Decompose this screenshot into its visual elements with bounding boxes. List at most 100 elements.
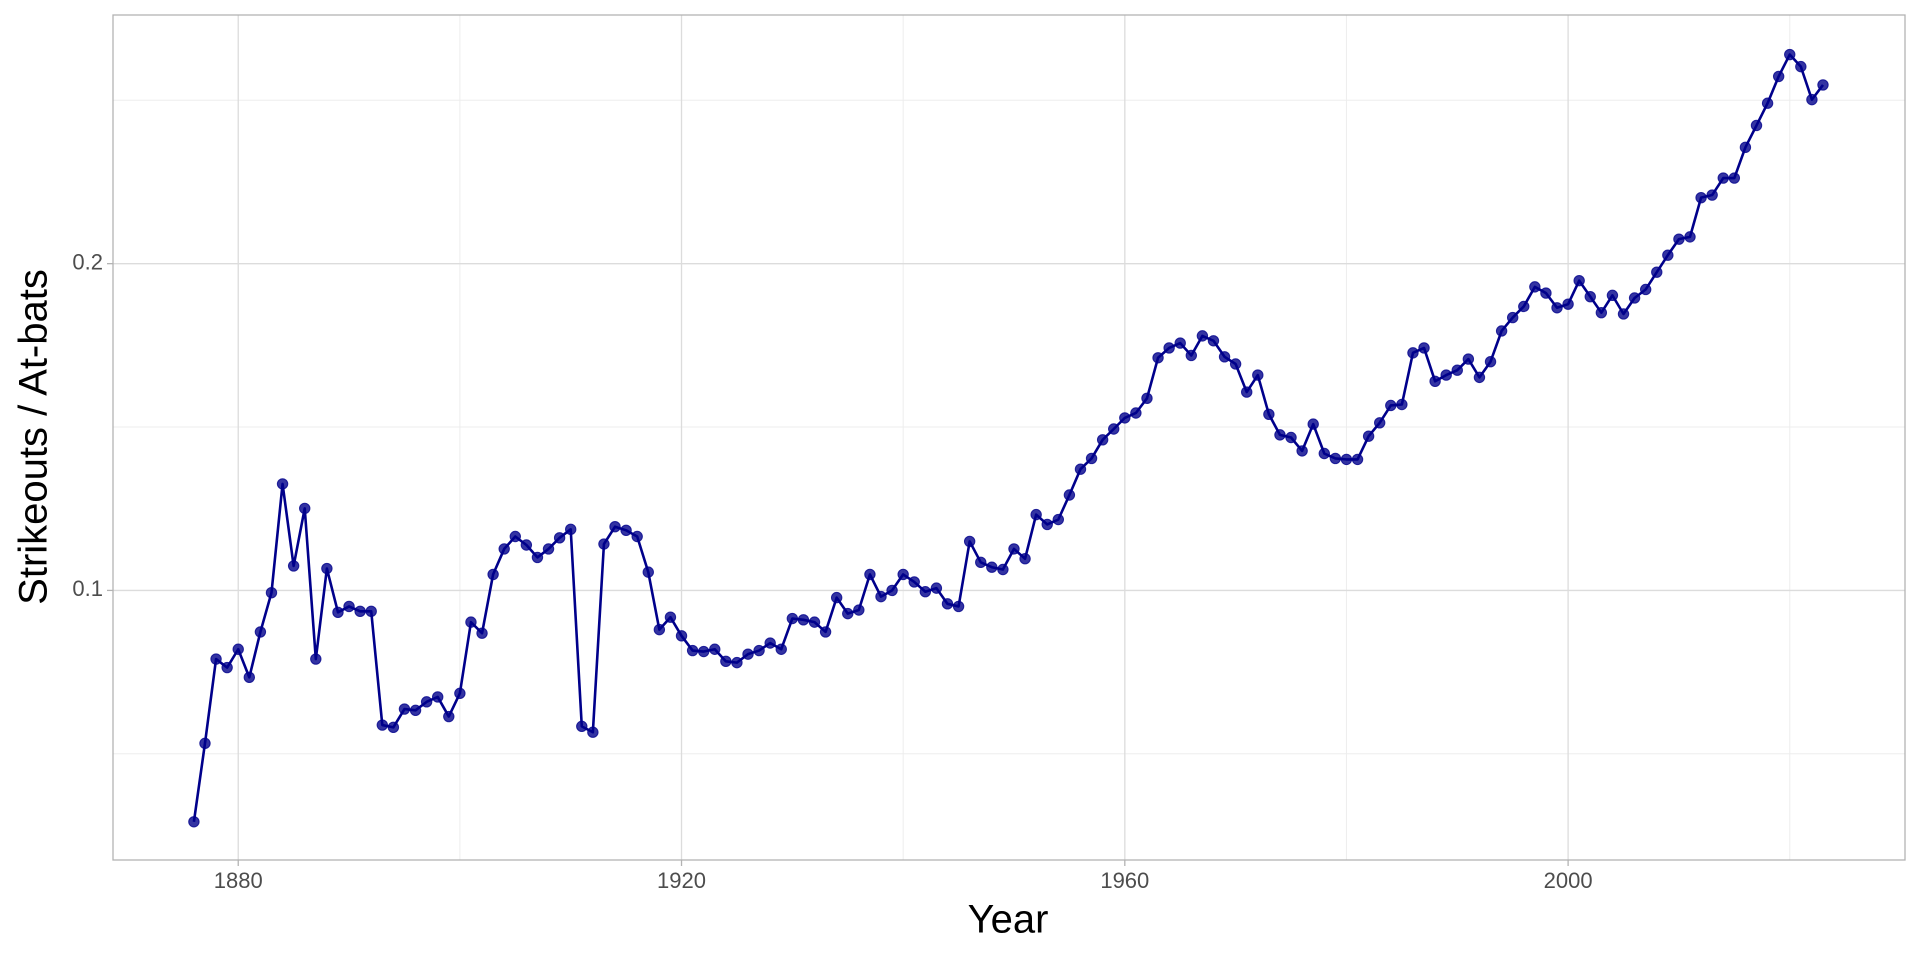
data-point (321, 562, 333, 575)
data-point (986, 561, 998, 573)
data-point (1374, 417, 1386, 429)
data-point (1795, 60, 1807, 73)
data-point (210, 653, 222, 665)
data-point (1462, 353, 1475, 365)
data-point (576, 720, 588, 733)
data-point (1318, 447, 1330, 460)
data-point (1451, 364, 1463, 376)
data-point (332, 606, 344, 619)
y-axis-title: Strikeouts / At-bats (12, 269, 56, 605)
data-point (1506, 311, 1519, 324)
x-tick-label: 1920 (657, 868, 706, 893)
data-point (1008, 543, 1020, 555)
data-point (1429, 375, 1441, 387)
y-tick-label: 0.2 (72, 249, 103, 274)
data-point (709, 643, 721, 655)
data-point (1728, 172, 1741, 184)
data-point (553, 532, 566, 544)
data-point (753, 644, 765, 657)
data-point (1440, 369, 1452, 381)
data-point (1085, 452, 1098, 465)
data-point (1096, 434, 1109, 446)
data-point (454, 687, 466, 700)
data-point (598, 538, 610, 550)
data-point (354, 605, 366, 618)
data-point (975, 556, 987, 569)
data-point (1772, 70, 1785, 83)
data-point (642, 566, 654, 578)
data-point (232, 643, 244, 655)
data-point (1484, 355, 1497, 368)
data-point (1241, 386, 1253, 398)
data-point (675, 630, 688, 642)
data-point (886, 584, 898, 597)
data-point (509, 530, 521, 543)
data-point (1651, 266, 1663, 278)
data-point (941, 598, 954, 610)
data-point (686, 644, 699, 657)
data-point (1573, 274, 1585, 287)
data-point (875, 590, 887, 603)
data-point (1340, 453, 1353, 466)
data-point (1562, 298, 1574, 310)
data-point (808, 616, 821, 628)
data-point (1274, 429, 1286, 441)
data-point (919, 586, 932, 598)
x-tick-label: 1960 (1100, 868, 1149, 893)
data-point (221, 661, 233, 674)
data-point (487, 568, 499, 581)
data-point (609, 521, 621, 533)
data-point (1473, 371, 1486, 384)
data-point (265, 587, 278, 599)
data-point (1628, 292, 1641, 304)
data-point (731, 656, 743, 669)
data-point (1595, 306, 1608, 319)
data-point (1673, 233, 1685, 245)
data-point (1396, 398, 1408, 411)
data-point (365, 605, 377, 618)
data-point (1329, 452, 1342, 465)
data-point (1351, 453, 1364, 466)
data-point (1108, 423, 1120, 435)
data-point (997, 563, 1009, 576)
data-point (1606, 289, 1619, 302)
data-point (1418, 342, 1430, 354)
data-point (720, 655, 732, 668)
data-point (1185, 349, 1198, 362)
data-point (1761, 97, 1774, 109)
data-point (1074, 463, 1087, 475)
data-point (786, 612, 799, 625)
data-point (1030, 508, 1042, 521)
data-point (1263, 408, 1275, 421)
data-point (1285, 431, 1297, 444)
data-point (842, 607, 854, 620)
data-point (1218, 351, 1231, 363)
data-point (542, 543, 555, 555)
y-tick-label: 0.1 (72, 576, 103, 601)
data-point (664, 611, 677, 623)
data-point (1817, 79, 1829, 91)
data-point (376, 719, 388, 731)
data-point (1296, 445, 1308, 457)
data-point (1407, 347, 1419, 359)
data-point (1362, 430, 1375, 442)
data-point (343, 600, 355, 613)
data-point (653, 623, 666, 636)
data-point (1141, 392, 1153, 404)
data-point (1739, 141, 1752, 154)
data-point (1695, 191, 1707, 204)
data-point (287, 560, 300, 572)
data-point (243, 671, 256, 684)
data-point (963, 535, 976, 548)
data-point (1385, 399, 1397, 412)
data-point (1529, 281, 1541, 293)
data-point (299, 502, 311, 515)
data-point (697, 645, 710, 658)
data-point (254, 626, 267, 638)
data-point (1617, 308, 1630, 320)
data-point (1806, 93, 1818, 106)
data-point (1119, 412, 1131, 424)
data-point (1196, 330, 1209, 342)
